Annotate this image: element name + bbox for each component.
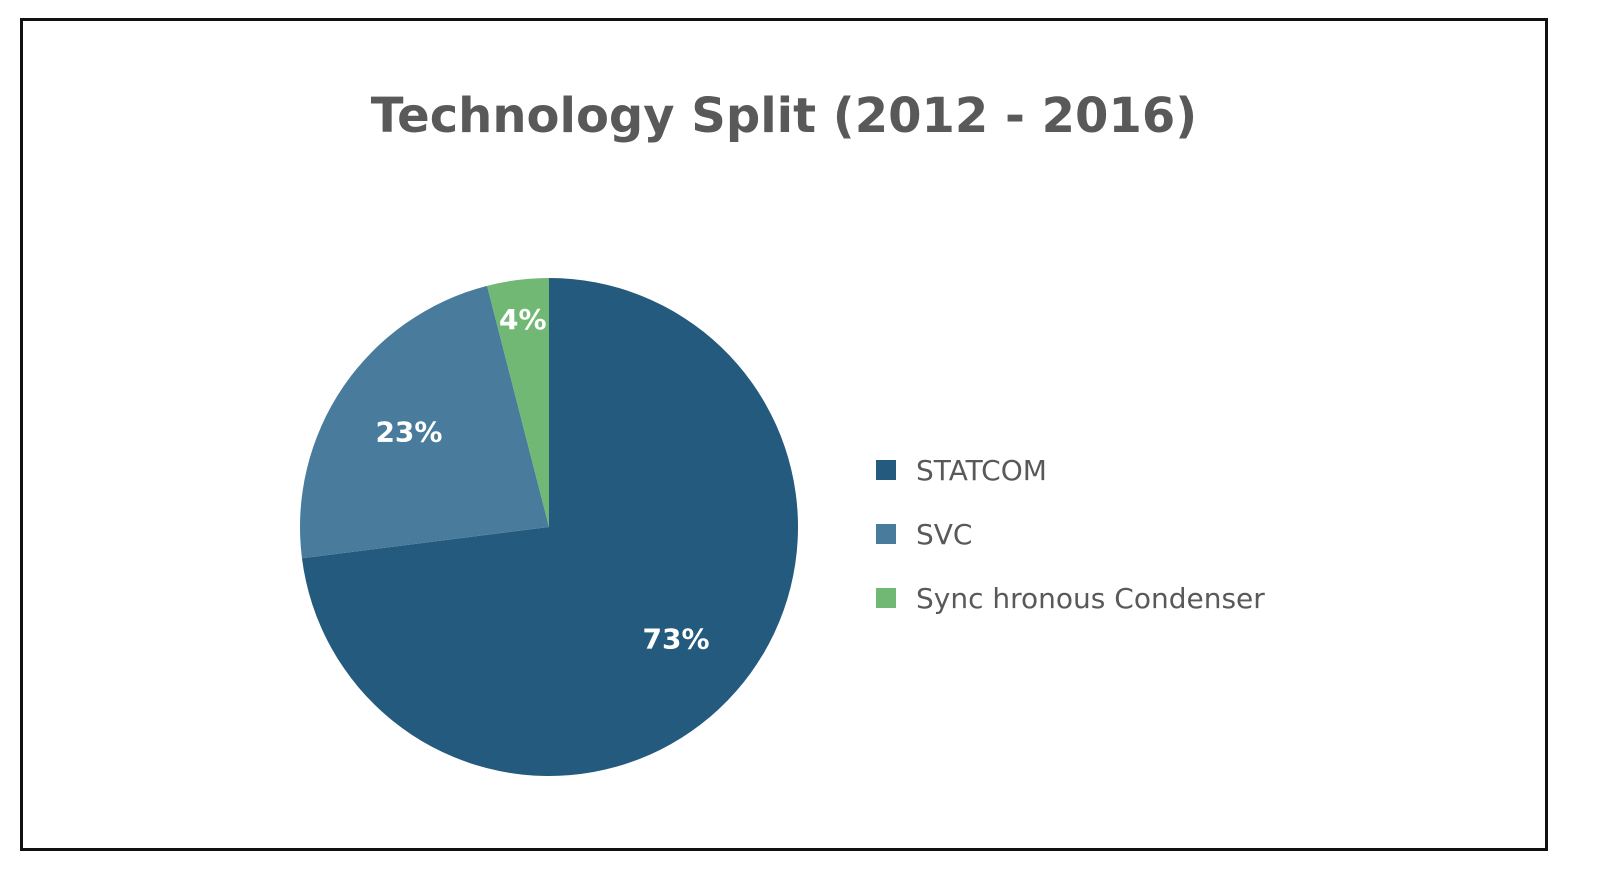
chart-title: Technology Split (2012 - 2016) (370, 88, 1198, 144)
chart-frame (20, 18, 1548, 851)
legend-label-svc: SVC (916, 517, 973, 551)
legend-item-statcom: STATCOM (876, 438, 1265, 502)
legend-label-statcom: STATCOM (916, 453, 1047, 487)
pie-slices (300, 278, 798, 776)
data-label-svc: 23% (375, 415, 442, 448)
pie-labels: 73% 23% 4% (375, 303, 709, 655)
chart-legend: STATCOM SVC Sync hronous Condenser (876, 438, 1265, 630)
legend-swatch-synchronous-condenser (876, 588, 896, 608)
legend-item-svc: SVC (876, 502, 1265, 566)
legend-swatch-statcom (876, 460, 896, 480)
pie-slice-statcom (301, 278, 798, 776)
pie-slice-synchronous-condenser (487, 278, 549, 527)
legend-label-synchronous-condenser: Sync hronous Condenser (916, 581, 1265, 615)
legend-swatch-svc (876, 524, 896, 544)
legend-item-synchronous-condenser: Sync hronous Condenser (876, 566, 1265, 630)
pie-slice-svc (300, 285, 549, 559)
data-label-synchronous-condenser: 4% (499, 303, 547, 336)
data-label-statcom: 73% (642, 622, 709, 655)
